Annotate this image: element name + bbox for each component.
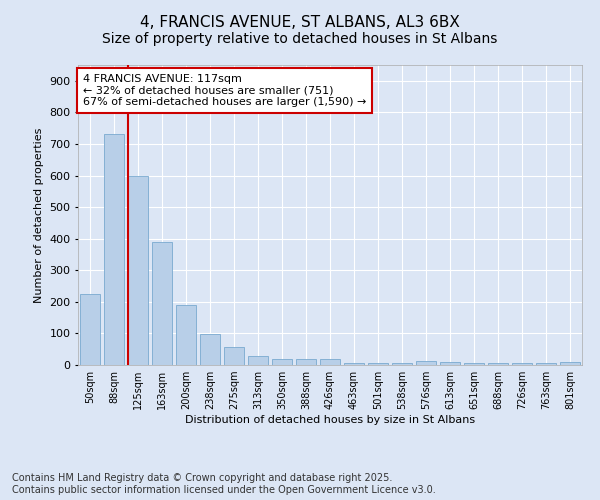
Y-axis label: Number of detached properties: Number of detached properties	[34, 128, 44, 302]
Bar	[248, 356, 268, 365]
X-axis label: Distribution of detached houses by size in St Albans: Distribution of detached houses by size …	[185, 415, 475, 425]
Bar	[224, 346, 244, 365]
Text: 4, FRANCIS AVENUE, ST ALBANS, AL3 6BX: 4, FRANCIS AVENUE, ST ALBANS, AL3 6BX	[140, 15, 460, 30]
Bar	[536, 364, 556, 365]
Bar	[104, 134, 124, 365]
Bar	[368, 364, 388, 365]
Bar	[272, 358, 292, 365]
Bar	[128, 176, 148, 365]
Bar	[392, 364, 412, 365]
Bar	[440, 362, 460, 365]
Text: Contains HM Land Registry data © Crown copyright and database right 2025.
Contai: Contains HM Land Registry data © Crown c…	[12, 474, 436, 495]
Bar	[80, 294, 100, 365]
Bar	[176, 305, 196, 365]
Text: 4 FRANCIS AVENUE: 117sqm
← 32% of detached houses are smaller (751)
67% of semi-: 4 FRANCIS AVENUE: 117sqm ← 32% of detach…	[83, 74, 367, 107]
Bar	[512, 364, 532, 365]
Bar	[464, 364, 484, 365]
Bar	[152, 242, 172, 365]
Bar	[296, 360, 316, 365]
Text: Size of property relative to detached houses in St Albans: Size of property relative to detached ho…	[103, 32, 497, 46]
Bar	[488, 364, 508, 365]
Bar	[416, 361, 436, 365]
Bar	[344, 364, 364, 365]
Bar	[320, 360, 340, 365]
Bar	[560, 362, 580, 365]
Bar	[200, 334, 220, 365]
